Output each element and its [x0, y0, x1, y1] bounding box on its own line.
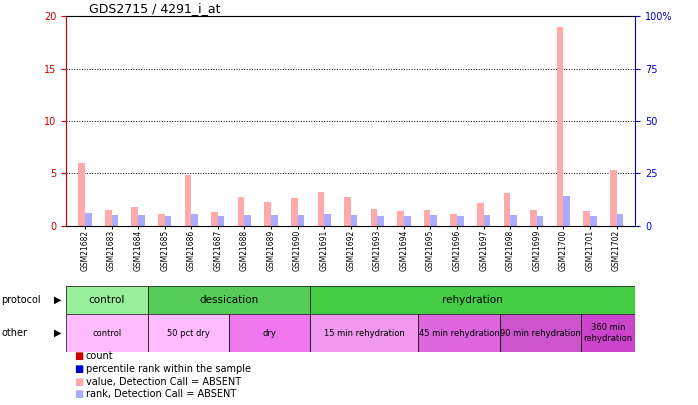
Text: dry: dry [262, 328, 276, 338]
Bar [404, 216, 410, 226]
Text: GDS2715 / 4291_i_at: GDS2715 / 4291_i_at [89, 2, 221, 15]
Bar [584, 211, 590, 226]
Text: ■: ■ [74, 352, 84, 361]
Bar [66, 286, 147, 314]
Bar [147, 314, 229, 352]
Bar [291, 198, 297, 226]
Bar [66, 314, 147, 352]
Text: 45 min rehydration: 45 min rehydration [419, 328, 500, 338]
Bar [265, 202, 271, 226]
Text: control: control [89, 295, 125, 305]
Text: ■: ■ [74, 364, 84, 374]
Bar [85, 213, 91, 226]
Bar [147, 286, 310, 314]
Text: dessication: dessication [199, 295, 258, 305]
Text: count: count [86, 352, 114, 361]
Bar [557, 27, 563, 226]
Bar [431, 215, 437, 226]
Bar [450, 214, 457, 226]
Bar [184, 175, 191, 226]
Text: ▶: ▶ [54, 328, 61, 338]
Bar [424, 210, 431, 226]
Bar [616, 214, 623, 226]
Bar [484, 215, 490, 226]
Bar [500, 314, 581, 352]
Text: percentile rank within the sample: percentile rank within the sample [86, 364, 251, 374]
Bar [165, 216, 171, 226]
Text: ■: ■ [74, 377, 84, 386]
Bar [371, 209, 378, 226]
Text: protocol: protocol [1, 295, 41, 305]
Text: rehydration: rehydration [443, 295, 503, 305]
Text: value, Detection Call = ABSENT: value, Detection Call = ABSENT [86, 377, 241, 386]
Text: 50 pct dry: 50 pct dry [167, 328, 209, 338]
Bar [191, 214, 198, 226]
Bar [229, 314, 310, 352]
Bar [344, 197, 351, 226]
Text: 90 min rehydration: 90 min rehydration [500, 328, 581, 338]
Text: rank, Detection Call = ABSENT: rank, Detection Call = ABSENT [86, 389, 236, 399]
Bar [351, 215, 357, 226]
Bar [324, 214, 331, 226]
Bar [297, 215, 304, 226]
Bar [581, 314, 635, 352]
Text: ▶: ▶ [54, 295, 61, 305]
Bar [610, 170, 616, 226]
Text: ■: ■ [74, 389, 84, 399]
Bar [378, 216, 384, 226]
Bar [131, 207, 138, 226]
Bar [590, 216, 597, 226]
Bar [310, 314, 419, 352]
Bar [310, 286, 635, 314]
Bar [318, 192, 324, 226]
Bar [510, 215, 517, 226]
Bar [158, 214, 165, 226]
Text: 15 min rehydration: 15 min rehydration [324, 328, 405, 338]
Bar [397, 211, 404, 226]
Bar [530, 210, 537, 226]
Bar [78, 163, 85, 226]
Text: control: control [92, 328, 121, 338]
Bar [105, 210, 112, 226]
Bar [537, 216, 544, 226]
Bar [271, 215, 278, 226]
Text: 360 min
rehydration: 360 min rehydration [584, 324, 632, 343]
Bar [419, 314, 500, 352]
Bar [457, 216, 463, 226]
Bar [244, 215, 251, 226]
Bar [238, 197, 244, 226]
Bar [218, 216, 225, 226]
Bar [477, 202, 484, 226]
Text: other: other [1, 328, 27, 338]
Bar [503, 193, 510, 226]
Bar [138, 215, 144, 226]
Bar [211, 212, 218, 226]
Bar [112, 215, 118, 226]
Bar [563, 196, 570, 226]
